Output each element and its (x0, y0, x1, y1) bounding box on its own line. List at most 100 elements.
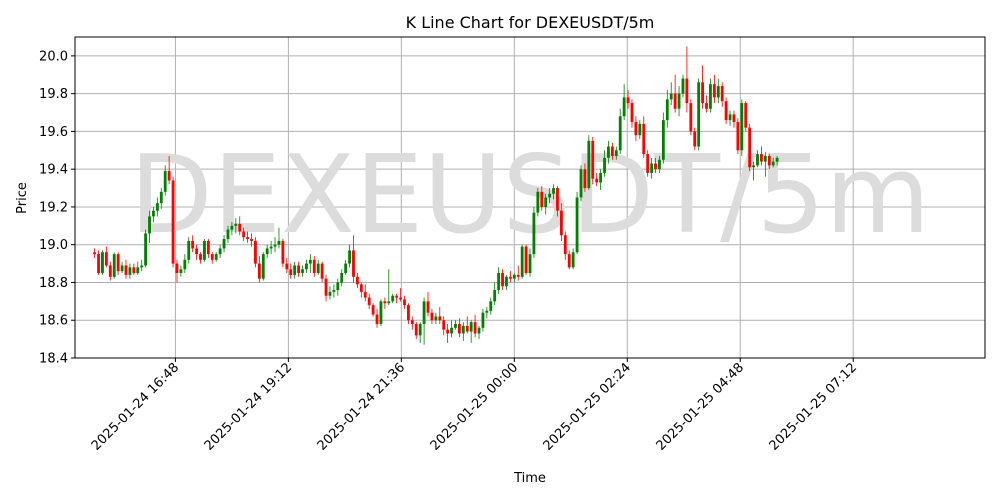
candle-body (316, 263, 320, 274)
candle-body (473, 322, 477, 334)
candle-body (261, 254, 265, 279)
candle-body (591, 140, 595, 179)
candle-body (748, 127, 752, 168)
y-tick-label: 19.2 (39, 200, 68, 215)
candle-body (93, 252, 97, 255)
candle-body (152, 210, 155, 217)
candle-body (465, 325, 469, 332)
candle-body (434, 316, 438, 321)
candle-body (234, 223, 238, 226)
candle-body (218, 248, 222, 255)
candle-body (665, 99, 669, 121)
candle-body (493, 290, 497, 302)
candle-body (340, 273, 344, 283)
candle-body (528, 254, 532, 274)
candle-body (760, 154, 763, 162)
candle-body (579, 169, 583, 198)
candle-body (505, 276, 508, 287)
candle-body (363, 291, 367, 298)
candle-body (763, 155, 767, 162)
candle-body (634, 121, 638, 136)
candle-body (756, 154, 759, 166)
candle-body (144, 233, 148, 266)
candle-body (383, 301, 387, 304)
candle-body (289, 269, 293, 275)
candle-body (485, 310, 489, 313)
candle-body (128, 267, 132, 275)
y-axis-label: Price (15, 182, 30, 214)
y-tick-label: 18.8 (39, 276, 68, 291)
candle-body (426, 301, 430, 313)
candle-body (332, 290, 336, 292)
candle-body (104, 252, 108, 266)
candle-body (548, 193, 552, 198)
candle-body (120, 265, 124, 272)
candle-body (348, 250, 351, 264)
candle-body (512, 274, 516, 279)
candle-body (273, 244, 277, 247)
plot-area (75, 37, 985, 358)
candle-body (371, 305, 375, 315)
candle-body (646, 154, 650, 173)
candle-body (257, 263, 261, 279)
candle-body (418, 324, 422, 336)
candle-body (285, 263, 289, 270)
candle-body (187, 240, 191, 260)
candle-body (320, 263, 324, 279)
y-tick-label: 18.6 (39, 314, 68, 329)
candle-body (254, 240, 257, 264)
candles-group (93, 46, 779, 345)
candle-body (583, 169, 587, 189)
candle-body (414, 324, 418, 336)
watermark-text: DEXEUSDT/5m (130, 133, 931, 258)
candle-body (489, 301, 493, 311)
candle-body (681, 78, 685, 94)
candle-body (540, 191, 544, 207)
candle-body (324, 278, 328, 296)
candle-body (356, 276, 359, 285)
candle-body (650, 163, 654, 173)
candle-body (222, 239, 226, 249)
candle-body (771, 161, 775, 166)
candle-body (697, 82, 701, 147)
candle-body (677, 93, 681, 109)
candle-body (297, 265, 300, 274)
candle-body (163, 171, 167, 192)
candle-body (744, 103, 748, 128)
candle-body (238, 223, 242, 232)
candle-body (250, 239, 253, 241)
candle-body (603, 157, 606, 173)
candle-body (406, 305, 410, 321)
candle-body (626, 97, 630, 104)
candle-body (438, 316, 442, 321)
candle-body (732, 114, 736, 122)
x-axis-label: Time (513, 471, 546, 486)
candle-body (552, 188, 555, 194)
candle-body (497, 273, 501, 291)
candle-body (575, 197, 579, 253)
candle-body (669, 93, 673, 100)
candle-body (638, 123, 642, 136)
candle-body (701, 82, 704, 104)
candle-body (195, 248, 199, 255)
candle-body (446, 329, 450, 334)
candle-body (108, 265, 112, 277)
candle-body (167, 171, 171, 181)
candle-body (403, 299, 406, 306)
candle-body (736, 121, 740, 151)
candle-body (450, 327, 453, 334)
candle-body (544, 197, 548, 207)
candle-body (712, 84, 716, 98)
candle-body (112, 254, 116, 277)
candle-body (642, 123, 646, 155)
y-axis-ticks: 18.4 18.6 18.8 19.0 19.2 19.4 19.6 19.8 20.0 (39, 49, 75, 367)
candle-body (705, 103, 708, 109)
candle-body (203, 240, 206, 260)
candle-body (246, 237, 249, 240)
candle-body (375, 314, 379, 325)
y-tick-label: 19.0 (39, 238, 68, 253)
candle-body (132, 267, 136, 274)
candle-body (359, 284, 363, 292)
candle-body (155, 203, 159, 211)
